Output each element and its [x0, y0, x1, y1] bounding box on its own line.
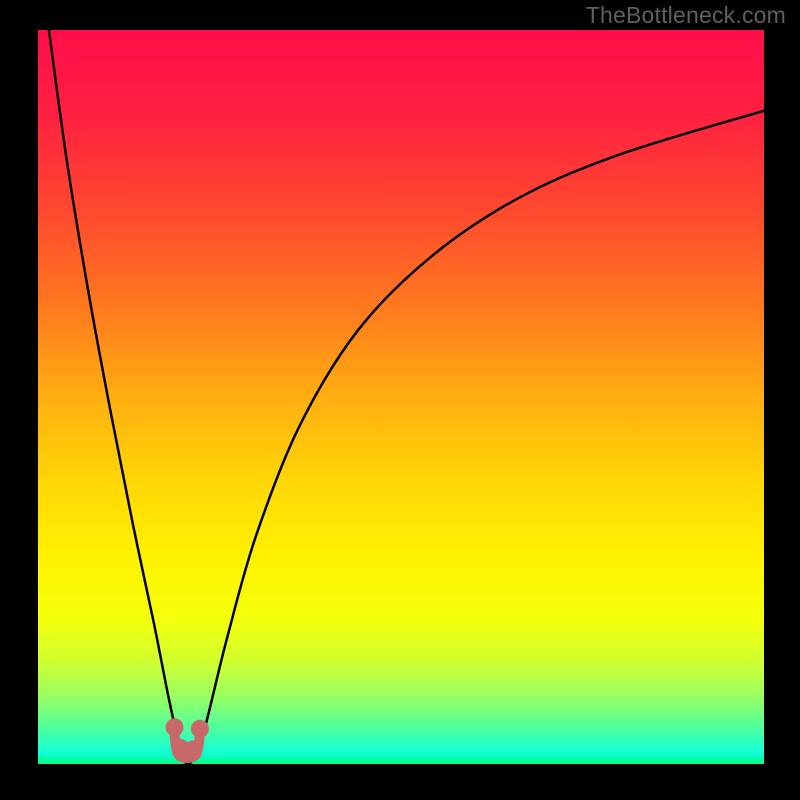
chart-container: TheBottleneck.com — [0, 0, 800, 800]
bottleneck-chart — [0, 0, 800, 800]
trough-marker-dot — [165, 718, 183, 736]
watermark-text: TheBottleneck.com — [586, 2, 786, 29]
plot-background — [38, 30, 764, 764]
trough-marker-dot — [191, 720, 209, 738]
trough-marker-dot — [184, 740, 202, 758]
